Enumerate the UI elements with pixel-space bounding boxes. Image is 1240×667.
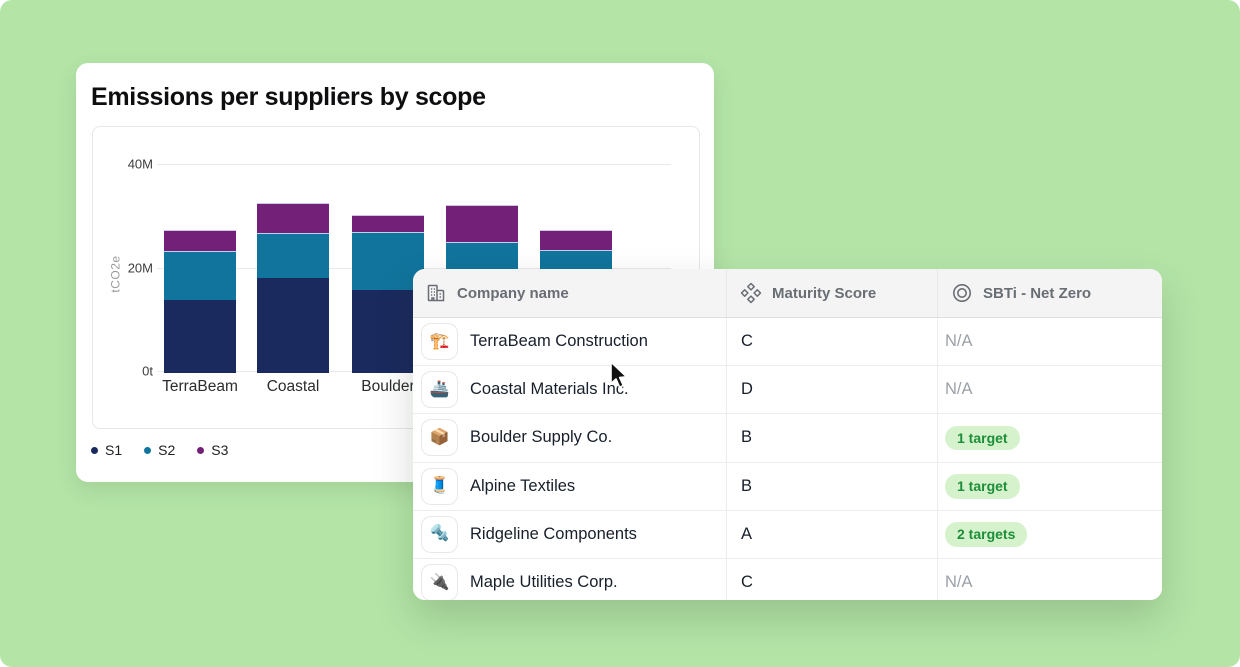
maturity-score-cell: C (726, 318, 937, 366)
company-name: Ridgeline Components (470, 524, 637, 543)
sbti-cell: N/A (937, 366, 1162, 414)
table-row[interactable]: 🔩 Ridgeline Components A 2 targets (413, 510, 1162, 559)
legend-label: S3 (211, 442, 229, 458)
bar-segment-s2[interactable] (257, 233, 329, 279)
bar-segment-s1[interactable] (257, 278, 329, 373)
company-name: Boulder Supply Co. (470, 428, 613, 447)
column-header-label: Maturity Score (772, 284, 877, 302)
legend-label: S1 (105, 442, 123, 458)
legend-dot (144, 446, 152, 454)
maturity-score-cell: C (726, 558, 937, 600)
maturity-score-cell: B (726, 462, 937, 510)
bar-segment-s3[interactable] (446, 205, 518, 243)
company-cell: 📦 Boulder Supply Co. (413, 414, 726, 461)
bar-segment-s1[interactable] (352, 290, 424, 373)
table-row[interactable]: 🚢 Coastal Materials Inc. D N/A (413, 366, 1162, 415)
sbti-target-badge: 1 target (945, 425, 1020, 451)
legend-item-s3[interactable]: S3 (197, 442, 228, 458)
column-header-label: SBTi - Net Zero (983, 284, 1092, 302)
column-header-sbti[interactable]: SBTi - Net Zero (937, 269, 1162, 317)
sbti-cell: N/A (937, 318, 1162, 366)
sbti-target-badge: 2 targets (945, 521, 1028, 547)
stacked-bar (257, 203, 329, 373)
x-axis-tick: TerraBeam (162, 378, 238, 395)
bar-segment-s3[interactable] (540, 230, 612, 250)
x-axis-tick: Boulder (361, 378, 415, 395)
chart-title: Emissions per suppliers by scope (91, 83, 486, 111)
bar-segment-s1[interactable] (164, 300, 236, 373)
company-cell: 🧵 Alpine Textiles (413, 463, 726, 510)
table-row[interactable]: 📦 Boulder Supply Co. B 1 target (413, 414, 1162, 463)
sbti-na-value: N/A (945, 332, 973, 351)
bar-segment-s2[interactable] (164, 250, 236, 301)
legend-item-s2[interactable]: S2 (144, 442, 175, 458)
bar-segment-s3[interactable] (352, 215, 424, 233)
gridline (157, 164, 671, 165)
sbti-cell: N/A (937, 558, 1162, 600)
bar-segment-s3[interactable] (164, 230, 236, 251)
plug-icon: 🔌 (421, 564, 458, 600)
sbti-cell: 2 targets (937, 510, 1162, 558)
maturity-score-cell: D (726, 366, 937, 414)
package-icon: 📦 (421, 419, 458, 457)
ship-icon: 🚢 (421, 371, 458, 409)
bar-segment-s2[interactable] (352, 232, 424, 291)
diamonds-icon (740, 282, 762, 304)
stacked-bar (164, 230, 236, 373)
sbti-na-value: N/A (945, 380, 973, 399)
table-body: 🏗️ TerraBeam Construction C N/A 🚢 Coasta… (413, 318, 1162, 600)
table-row[interactable]: 🏗️ TerraBeam Construction C N/A (413, 318, 1162, 367)
column-header-label: Company name (457, 284, 569, 302)
maturity-score-cell: B (726, 414, 937, 462)
legend-dot (197, 446, 205, 454)
table-row[interactable]: 🧵 Alpine Textiles B 1 target (413, 462, 1162, 511)
company-cell: 🔌 Maple Utilities Corp. (413, 559, 726, 600)
company-name: Alpine Textiles (470, 476, 576, 495)
stacked-bar (352, 215, 424, 373)
suppliers-table: Company name Maturity Score SBTi - Net (413, 269, 1162, 600)
sbti-na-value: N/A (945, 573, 973, 592)
chart-legend: S1 S2 S3 (91, 442, 228, 458)
table-row[interactable]: 🔌 Maple Utilities Corp. C N/A (413, 558, 1162, 600)
maturity-score-cell: A (726, 510, 937, 558)
sbti-target-badge: 1 target (945, 473, 1020, 499)
crane-icon: 🏗️ (421, 323, 458, 361)
target-icon (951, 282, 973, 304)
building-icon (425, 282, 447, 304)
sbti-cell: 1 target (937, 462, 1162, 510)
bolt-icon: 🔩 (421, 515, 458, 553)
column-header-maturity[interactable]: Maturity Score (726, 269, 937, 317)
y-axis-tick: 20M (127, 260, 153, 275)
bar-segment-s3[interactable] (257, 203, 329, 234)
company-name: TerraBeam Construction (470, 332, 648, 351)
company-cell: 🏗️ TerraBeam Construction (413, 318, 726, 365)
company-name: Coastal Materials Inc. (470, 380, 629, 399)
column-header-company[interactable]: Company name (413, 269, 726, 317)
thread-icon: 🧵 (421, 467, 458, 505)
legend-dot (91, 446, 98, 454)
table-header-row: Company name Maturity Score SBTi - Net (413, 269, 1162, 318)
company-name: Maple Utilities Corp. (470, 573, 618, 592)
y-axis-tick: 40M (127, 156, 153, 172)
legend-item-s1[interactable]: S1 (91, 442, 122, 458)
legend-label: S2 (158, 442, 176, 458)
company-cell: 🔩 Ridgeline Components (413, 511, 726, 558)
sbti-cell: 1 target (937, 414, 1162, 462)
y-axis-tick: 0t (142, 363, 153, 379)
company-cell: 🚢 Coastal Materials Inc. (413, 366, 726, 413)
x-axis-tick: Coastal (266, 378, 320, 395)
